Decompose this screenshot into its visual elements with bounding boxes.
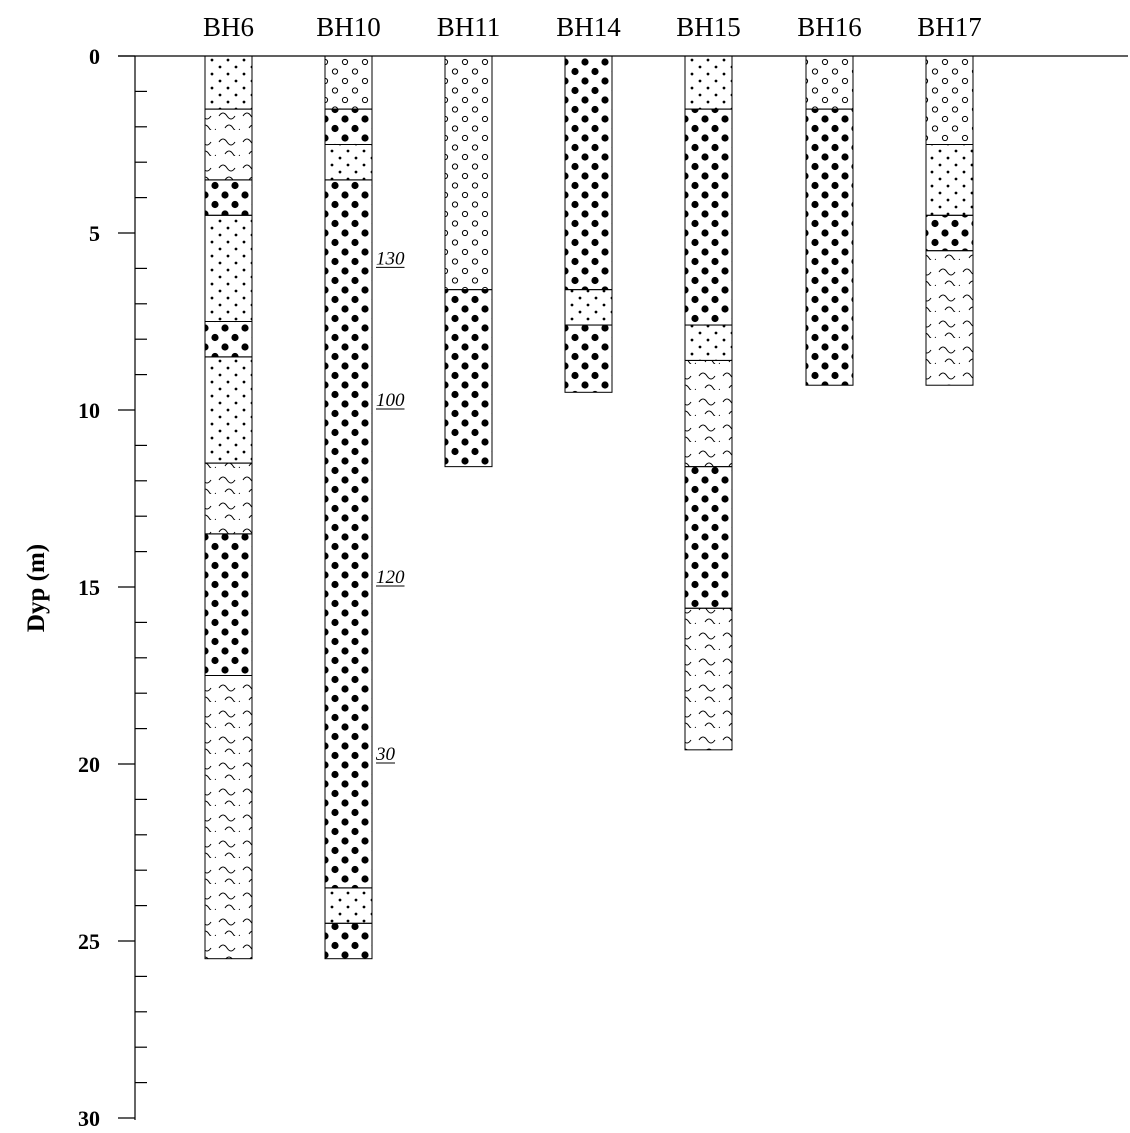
axis-tick-label: 30 xyxy=(78,1106,100,1131)
layer-fine-dots-bh10 xyxy=(324,887,373,924)
layer-large-dots-bh10 xyxy=(324,179,373,889)
borehole-label-bh11: BH11 xyxy=(437,12,501,42)
layer-open-circles-bh11 xyxy=(444,55,493,291)
borehole-label-bh16: BH16 xyxy=(797,12,862,42)
layer-large-dots-bh6 xyxy=(204,179,253,216)
borehole-bh11: BH11 xyxy=(437,12,501,468)
layer-fine-dots-bh15 xyxy=(684,55,733,110)
borehole-bh17: BH17 xyxy=(917,12,982,386)
layer-large-dots-bh16 xyxy=(805,108,854,386)
layer-waves-bh6 xyxy=(204,108,253,181)
layer-fine-dots-bh6 xyxy=(204,55,253,110)
layer-fine-dots-bh17 xyxy=(925,144,974,216)
layer-fine-dots-bh6 xyxy=(204,356,253,464)
depth-annotation: 30 xyxy=(375,744,396,765)
layer-waves-bh15 xyxy=(684,359,733,468)
layer-waves-bh17 xyxy=(925,250,974,386)
layer-open-circles-bh16 xyxy=(805,55,854,110)
axis-tick-label: 20 xyxy=(78,752,100,777)
depth-annotation: 120 xyxy=(376,567,405,588)
layer-fine-dots-bh15 xyxy=(684,324,733,361)
layer-open-circles-bh17 xyxy=(925,55,974,145)
layer-large-dots-bh6 xyxy=(204,533,253,677)
layer-large-dots-bh17 xyxy=(925,214,974,252)
depth-annotation: 130 xyxy=(376,248,405,269)
layer-waves-bh6 xyxy=(204,675,253,960)
layer-large-dots-bh14 xyxy=(564,324,613,393)
layer-open-circles-bh10 xyxy=(324,55,373,110)
borehole-label-bh6: BH6 xyxy=(203,12,254,42)
layer-large-dots-bh14 xyxy=(564,55,613,291)
depth-axis: Dyp (m) 0 5 10 15 20 25 30 xyxy=(23,44,147,1131)
borehole-label-bh15: BH15 xyxy=(676,12,741,42)
depth-axis-title: Dyp (m) xyxy=(23,544,50,632)
borehole-label-bh17: BH17 xyxy=(917,12,982,42)
axis-tick-label: 0 xyxy=(89,44,100,69)
borehole-bh15: BH15 xyxy=(676,12,741,751)
borehole-label-bh14: BH14 xyxy=(556,12,621,42)
borehole-label-bh10: BH10 xyxy=(316,12,381,42)
axis-tick-label: 5 xyxy=(89,221,100,246)
axis-tick-label: 10 xyxy=(78,398,100,423)
axis-tick-label: 15 xyxy=(78,575,100,600)
axis-tick-label: 25 xyxy=(78,929,100,954)
boreholes: BH6 BH10 130 100 120 30 BH11 BH14 BH15 BH16 BH17 xyxy=(203,12,982,960)
layer-waves-bh6 xyxy=(204,462,253,535)
layer-large-dots-bh15 xyxy=(684,108,733,326)
layer-waves-bh15 xyxy=(684,607,733,751)
borehole-bh6: BH6 xyxy=(203,12,254,960)
layer-fine-dots-bh6 xyxy=(204,214,253,322)
layer-large-dots-bh15 xyxy=(684,466,733,609)
borehole-bh10: BH10 130 100 120 30 xyxy=(316,12,405,960)
layer-fine-dots-bh10 xyxy=(324,144,373,181)
layer-large-dots-bh10 xyxy=(324,108,373,145)
depth-annotation: 100 xyxy=(376,390,405,411)
layer-large-dots-bh10 xyxy=(324,922,373,960)
layer-large-dots-bh6 xyxy=(204,321,253,358)
layer-fine-dots-bh14 xyxy=(564,289,613,326)
borehole-bh16: BH16 xyxy=(797,12,862,386)
layer-large-dots-bh11 xyxy=(444,289,493,468)
borehole-bh14: BH14 xyxy=(556,12,621,393)
